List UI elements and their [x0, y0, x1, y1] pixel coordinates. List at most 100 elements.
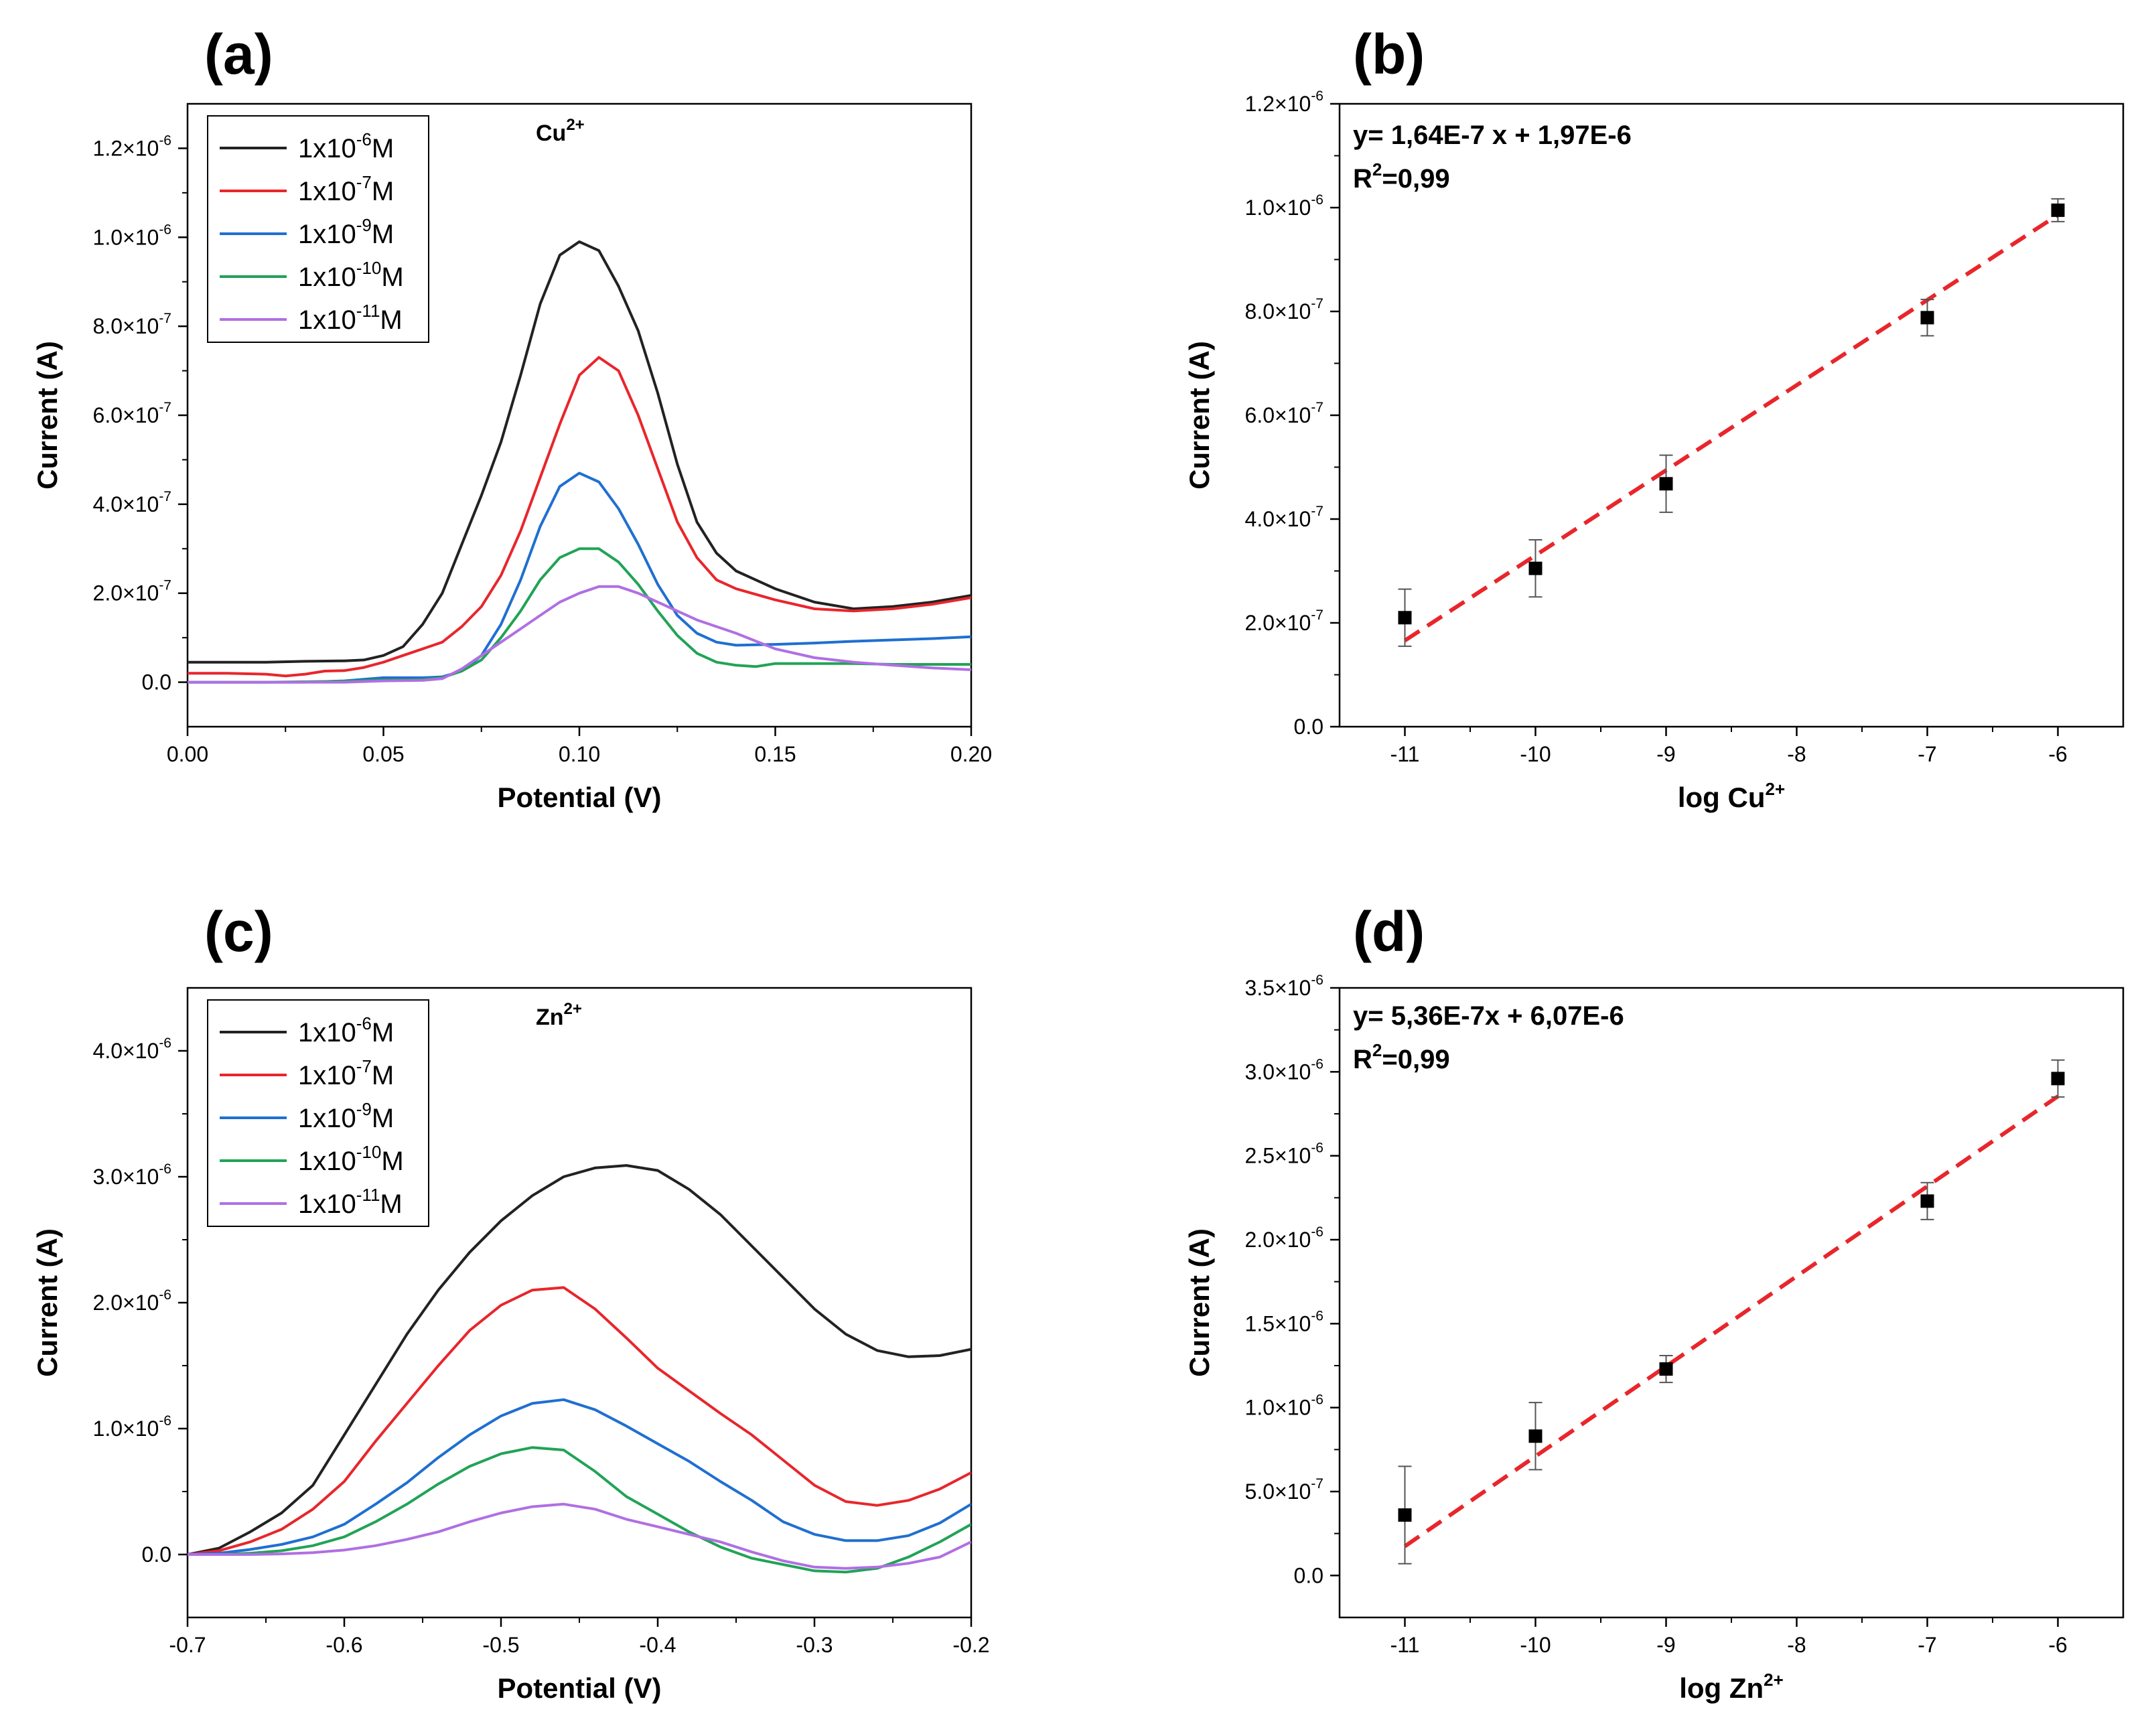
y-tick-label-exponent: -6: [1311, 972, 1323, 988]
legend-entry-exponent: -6: [356, 129, 372, 149]
series-line-1x10-6M: [188, 1164, 971, 1556]
r-squared-base: R: [1353, 1045, 1372, 1074]
x-tick-label: -8: [1787, 1633, 1806, 1657]
legend-entry-base: 1x10: [298, 1061, 356, 1090]
y-tick-label: 2.0×10-7: [93, 578, 171, 605]
y-tick-label-exponent: -7: [1311, 607, 1323, 623]
y-tick-label: 0.0: [1294, 715, 1323, 739]
series-line-1x10-11M: [188, 1502, 971, 1570]
x-tick-label: -6: [2048, 742, 2067, 766]
y-tick-label: 1.2×10-6: [93, 133, 171, 160]
x-axis-title-text: log Zn: [1679, 1672, 1764, 1704]
x-tick-label: 0.20: [950, 742, 992, 766]
series-line-1x10-7M: [188, 356, 971, 678]
legend-entry: 1x10-11M: [298, 1185, 403, 1219]
y-tick-label: 1.0×10-6: [93, 222, 171, 249]
x-tick-label: -10: [1520, 1633, 1551, 1657]
legend-entry-exponent: -9: [356, 1099, 372, 1119]
x-tick-label: -0.5: [482, 1633, 519, 1657]
legend-entry-base: 1x10: [298, 220, 356, 249]
data-point: [1920, 1194, 1934, 1208]
panel-a: (a)0.00 0.05 0.10 0.15 0.200.02.0×10-74.0×10…: [31, 23, 992, 813]
legend-entry-base: 1x10: [298, 1189, 356, 1219]
legend-entry-exponent: -10: [356, 258, 382, 278]
legend-entry: 1x10-11M: [298, 301, 403, 335]
x-tick-label: -7: [1918, 742, 1936, 766]
legend-entry-base: 1x10: [298, 1104, 356, 1133]
legend-entry: 1x10-9M: [298, 1099, 394, 1133]
legend-entry-unit: M: [381, 263, 403, 292]
legend-entry-unit: M: [372, 220, 394, 249]
legend-entry-unit: M: [372, 1018, 394, 1047]
y-tick-label: 1.0×10-6: [1245, 1392, 1323, 1420]
y-tick-label: 3.0×10-6: [93, 1161, 171, 1189]
legend-entry-exponent: -11: [356, 301, 380, 321]
y-tick-label: 4.0×10-6: [93, 1035, 171, 1063]
legend-entry-exponent: -10: [356, 1142, 382, 1162]
legend-box: [207, 999, 429, 1227]
y-tick-label-exponent: -6: [159, 133, 171, 148]
y-tick-label-exponent: -6: [1311, 1056, 1323, 1072]
y-tick-label-base: 0.0: [1294, 1563, 1323, 1587]
x-tick-label: -9: [1656, 742, 1675, 766]
x-tick-label: -0.7: [169, 1633, 206, 1657]
y-tick-label-base: 1.5×10: [1245, 1311, 1311, 1335]
y-tick-label-base: 8.0×10: [1245, 299, 1311, 323]
x-tick-label: -11: [1390, 1633, 1420, 1657]
x-tick-label: -7: [1918, 1633, 1936, 1657]
legend-entry: 1x10-6M: [298, 129, 394, 163]
y-tick-label-base: 8.0×10: [93, 314, 159, 338]
y-tick-label: 3.5×10-6: [1245, 972, 1323, 1000]
legend-entry-exponent: -11: [356, 1185, 380, 1205]
r-squared-value: =0,99: [1382, 164, 1449, 194]
x-tick-label: -8: [1787, 742, 1806, 766]
y-tick-label-base: 4.0×10: [93, 492, 159, 516]
y-tick-label-exponent: -7: [1311, 504, 1323, 519]
legend-entry: 1x10-7M: [298, 1056, 394, 1090]
x-axis-title-sup: 2+: [1765, 779, 1785, 799]
ion-label: Cu2+: [536, 116, 585, 146]
y-tick-label-base: 6.0×10: [93, 403, 159, 427]
x-tick-label: -0.4: [639, 1633, 676, 1657]
data-point: [1659, 477, 1673, 491]
data-point: [1528, 1429, 1543, 1443]
x-tick-label: 0.10: [559, 742, 600, 766]
y-tick-label: 0.0: [1294, 1563, 1323, 1587]
r-squared: R2=0,99: [1353, 1040, 1450, 1074]
y-tick-label: 6.0×10-7: [1245, 400, 1323, 427]
y-axis-title: Current (A): [1184, 341, 1215, 490]
x-axis-title: log Cu2+: [1678, 779, 1785, 813]
legend-entry: 1x10-7M: [298, 172, 394, 206]
y-tick-label-base: 1.2×10: [93, 136, 159, 160]
legend-entry-unit: M: [372, 134, 394, 163]
fit-equation: y= 1,64E-7 x + 1,97E-6: [1353, 121, 1632, 150]
y-tick-label-exponent: -6: [159, 1161, 171, 1177]
data-point: [1528, 561, 1543, 575]
fit-equation: y= 5,36E-7x + 6,07E-6: [1353, 1001, 1624, 1031]
panel-b: (b)-11 -10 -9 -8 -7 -60.02.0×10-74.0×10-76.0×…: [1184, 23, 2125, 813]
y-tick-label-base: 0.0: [142, 670, 171, 695]
y-axis-title: Current (A): [31, 341, 63, 490]
panel-d: (d)-11 -10 -9 -8 -7 -60.05.0×10-71.0×10-61.5×…: [1184, 900, 2125, 1704]
legend-entry-base: 1x10: [298, 1147, 356, 1176]
legend-entry: 1x10-10M: [298, 1142, 404, 1176]
x-tick-label: 0.05: [362, 742, 404, 766]
y-tick-label-exponent: -7: [1311, 1476, 1323, 1492]
legend-entry-unit: M: [381, 1147, 403, 1176]
fit-line: [1403, 1094, 2060, 1548]
r-squared-sup: 2: [1372, 1040, 1382, 1060]
y-tick-label-exponent: -6: [1311, 1224, 1323, 1240]
panel-label-d: (d): [1353, 900, 1425, 963]
x-axis-title-sup: 2+: [1764, 1670, 1784, 1690]
x-tick-label: -11: [1390, 742, 1420, 766]
x-axis-title: Potential (V): [497, 782, 661, 813]
y-tick-label-base: 2.0×10: [1245, 611, 1311, 635]
legend-box: [207, 115, 429, 343]
y-tick-label-exponent: -6: [1311, 88, 1323, 104]
x-tick-label: -10: [1520, 742, 1551, 766]
data-point: [1398, 611, 1412, 625]
series-line-1x10-9M: [188, 472, 971, 684]
series-line-1x10-6M: [188, 240, 971, 664]
data-point: [1398, 1508, 1412, 1522]
